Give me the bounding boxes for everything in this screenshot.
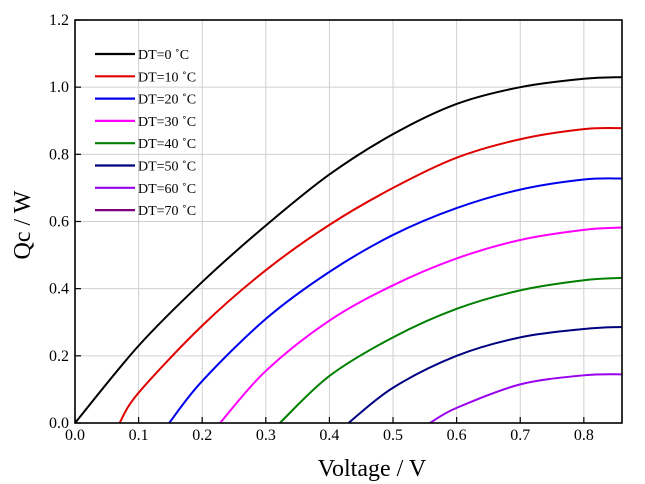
y-tick-label: 0.8	[49, 146, 69, 163]
legend-label: DT=20 ˚C	[138, 93, 196, 108]
y-tick-label: 0.6	[49, 214, 69, 231]
x-tick-label: 0.0	[65, 427, 85, 444]
legend-label: DT=60 ˚C	[138, 182, 196, 197]
y-axis-title: Qc / W	[10, 190, 36, 259]
y-tick-label: 0.4	[49, 281, 69, 298]
series-line	[75, 76, 622, 423]
series-line	[219, 226, 622, 423]
series-layer	[75, 76, 622, 423]
legend-label: DT=0 ˚C	[138, 48, 189, 63]
x-tick-label: 0.4	[319, 427, 339, 444]
legend-label: DT=50 ˚C	[138, 160, 196, 175]
series-line	[347, 325, 622, 423]
x-tick-label: 0.6	[447, 427, 467, 444]
y-tick-label: 0.0	[49, 415, 69, 432]
x-tick-label: 0.7	[510, 427, 530, 444]
x-tick-label: 0.2	[192, 427, 212, 444]
y-tick-label: 1.0	[49, 79, 69, 96]
legend-label: DT=70 ˚C	[138, 204, 196, 219]
legend-label: DT=40 ˚C	[138, 137, 196, 152]
x-tick-label: 0.3	[256, 427, 276, 444]
x-axis-title: Voltage / V	[318, 456, 427, 482]
x-tick-label: 0.1	[129, 427, 149, 444]
legend: DT=0 ˚C DT=10 ˚C DT=20 ˚C DT=30 ˚C DT=40 ˚C D…	[95, 48, 196, 219]
x-tick-label: 0.8	[574, 427, 594, 444]
y-tick-label: 0.2	[49, 348, 69, 365]
series-line	[279, 276, 622, 423]
grid	[74, 19, 622, 424]
series-line	[168, 177, 622, 423]
legend-label: DT=10 ˚C	[138, 70, 196, 85]
series-line	[429, 373, 622, 423]
y-tick-label: 1.2	[49, 12, 69, 29]
ticks: 0.0 0.1 0.2 0.3 0.4 0.5 0.6 0.7 0.8 0.0 0.2 0.4 0.6 0…	[49, 12, 594, 444]
legend-label: DT=30 ˚C	[138, 115, 196, 130]
series-line	[118, 127, 622, 423]
x-tick-label: 0.5	[383, 427, 403, 444]
